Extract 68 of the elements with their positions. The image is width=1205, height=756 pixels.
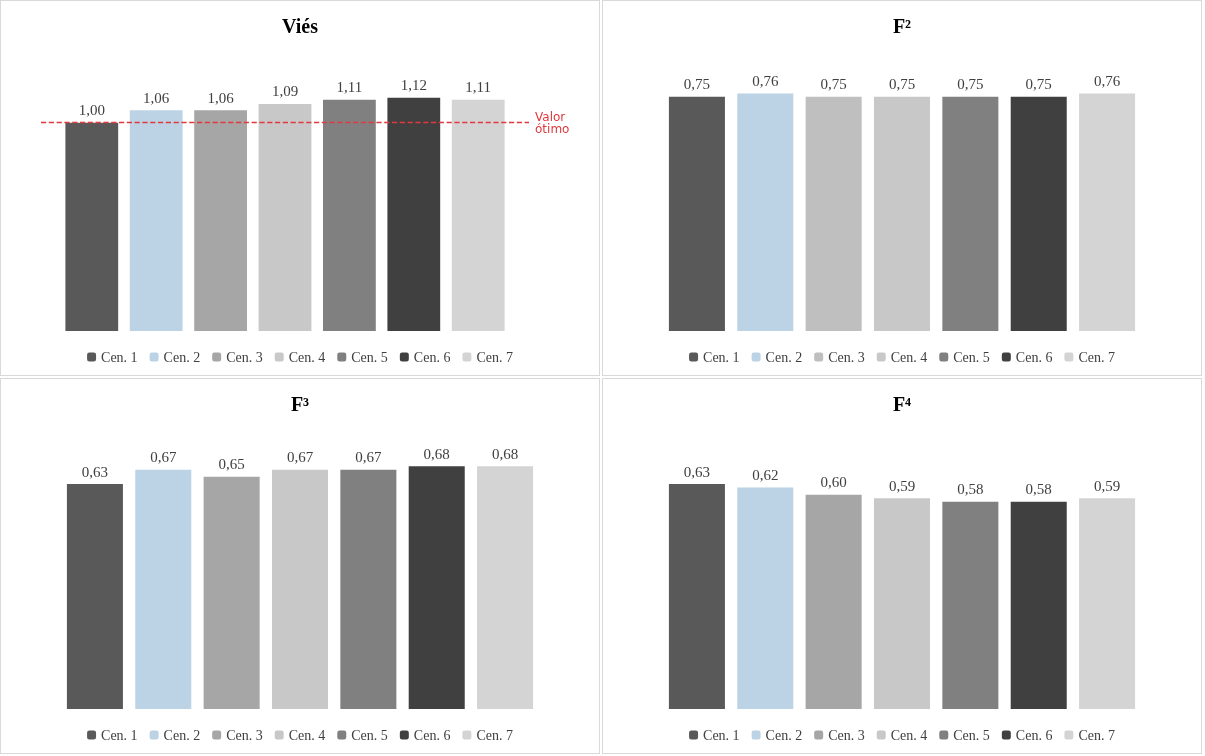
legend-label: Cen. 7 xyxy=(476,727,513,743)
legend-label: Cen. 3 xyxy=(226,349,263,365)
legend-label: Cen. 3 xyxy=(828,727,865,743)
data-label: 1,11 xyxy=(465,79,492,96)
chart-title: F⁴ xyxy=(892,393,912,415)
legend-label: Cen. 1 xyxy=(703,727,740,743)
bar xyxy=(271,469,329,709)
data-label: 1,09 xyxy=(271,83,299,100)
bar xyxy=(477,466,534,709)
data-label: 0,67 xyxy=(150,449,177,466)
ref-line-label: Valor ótimo xyxy=(535,109,570,136)
legend-label: Cen. 4 xyxy=(890,349,928,365)
legend-label: Cen. 7 xyxy=(1078,349,1115,365)
legend-label: Cen. 1 xyxy=(101,349,138,365)
chart-title: F³ xyxy=(290,393,310,415)
legend-label: Cen. 5 xyxy=(953,349,990,365)
bar xyxy=(203,476,260,709)
data-label: 0,75 xyxy=(683,76,711,93)
legend-label: Cen. 4 xyxy=(890,727,928,743)
legend-label: Cen. 7 xyxy=(1078,727,1115,743)
data-label: 0,59 xyxy=(1093,477,1121,494)
chart-title: Viés xyxy=(282,15,319,37)
legend-label: Cen. 6 xyxy=(1015,349,1053,365)
data-label: 0,58 xyxy=(957,481,984,498)
legend-label: Cen. 3 xyxy=(226,727,263,743)
data-label: 0,62 xyxy=(752,467,779,484)
data-label: 0,75 xyxy=(957,76,984,93)
data-label: 0,59 xyxy=(888,477,916,494)
data-label: 0,75 xyxy=(820,76,847,93)
data-label: 0,68 xyxy=(423,445,450,462)
legend-label: Cen. 5 xyxy=(351,727,388,743)
data-label: 0,75 xyxy=(1025,76,1052,93)
data-label: 0,76 xyxy=(1093,73,1121,89)
bar xyxy=(408,466,465,709)
bar xyxy=(66,484,123,709)
data-label: 1,06 xyxy=(207,89,235,106)
bar xyxy=(340,469,397,709)
legend-label: Cen. 7 xyxy=(476,349,513,365)
data-label: 0,65 xyxy=(218,456,245,473)
legend-label: Cen. 2 xyxy=(765,349,803,365)
data-label: 0,67 xyxy=(286,449,314,466)
legend-label: Cen. 2 xyxy=(163,349,201,365)
data-label: 0,75 xyxy=(888,76,916,93)
data-label: 0,67 xyxy=(355,449,382,466)
data-label: 0,60 xyxy=(820,474,847,491)
data-label: 0,63 xyxy=(81,463,109,480)
data-label: 1,11 xyxy=(336,79,363,96)
legend-label: Cen. 4 xyxy=(288,727,326,743)
legend-label: Cen. 2 xyxy=(765,727,803,743)
data-label: 1,00 xyxy=(78,102,105,119)
data-label: 0,68 xyxy=(491,445,519,462)
legend-label: Cen. 4 xyxy=(288,349,326,365)
legend-label: Cen. 6 xyxy=(1015,727,1053,743)
data-label: 1,12 xyxy=(400,77,427,94)
legend-label: Cen. 2 xyxy=(163,727,201,743)
bar xyxy=(135,469,192,709)
legend-label: Cen. 5 xyxy=(953,727,990,743)
legend-label: Cen. 1 xyxy=(101,727,138,743)
legend-label: Cen. 6 xyxy=(413,727,451,743)
data-label: 0,63 xyxy=(683,463,711,480)
legend-label: Cen. 1 xyxy=(703,349,740,365)
data-label: 0,58 xyxy=(1025,481,1052,498)
legend-label: Cen. 3 xyxy=(828,349,865,365)
data-label: 0,76 xyxy=(752,73,779,89)
data-label: 1,06 xyxy=(143,89,170,106)
legend-label: Cen. 5 xyxy=(351,349,388,365)
chart-title: F² xyxy=(892,15,912,37)
legend-label: Cen. 6 xyxy=(413,349,451,365)
